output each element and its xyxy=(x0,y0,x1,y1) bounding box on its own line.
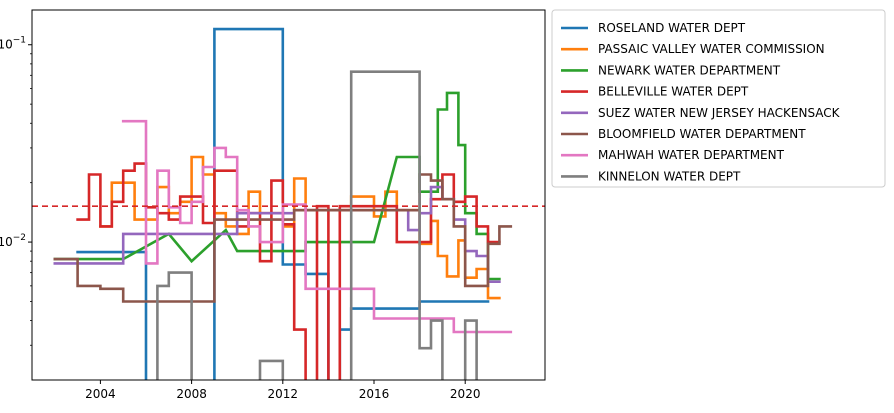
series-line-6 xyxy=(121,119,513,334)
y-tick-label: 10−2 xyxy=(0,233,26,249)
y-axis: 10−2 10−1 xyxy=(0,36,32,346)
legend-label-2: NEWARK WATER DEPARTMENT xyxy=(598,63,781,77)
legend-label-6: MAHWAH WATER DEPARTMENT xyxy=(598,148,785,162)
plot-frame xyxy=(31,9,546,381)
x-tick-label: 2004 xyxy=(85,387,116,401)
legend-label-7: KINNELON WATER DEPT xyxy=(598,169,741,183)
series-line-7 xyxy=(156,70,478,380)
series-layer xyxy=(53,27,513,380)
x-tick-label: 2020 xyxy=(450,387,481,401)
legend-label-5: BLOOMFIELD WATER DEPARTMENT xyxy=(598,127,806,141)
series-line-4 xyxy=(53,185,501,283)
plot-area xyxy=(32,10,545,380)
legend-frame xyxy=(551,9,886,188)
legend-label-1: PASSAIC VALLEY WATER COMMISSION xyxy=(598,42,825,56)
legend-label-4: SUEZ WATER NEW JERSEY HACKENSACK xyxy=(598,106,841,120)
x-tick-label: 2008 xyxy=(176,387,207,401)
legend-label-0: ROSELAND WATER DEPT xyxy=(598,21,746,35)
legend-label-3: BELLEVILLE WATER DEPT xyxy=(598,85,749,99)
legend: ROSELAND WATER DEPT PASSAIC VALLEY WATER … xyxy=(551,9,886,188)
y-tick-label: 10−1 xyxy=(0,36,26,52)
x-tick-label: 2016 xyxy=(359,387,390,401)
series-line-5 xyxy=(53,173,513,303)
x-tick-label: 2012 xyxy=(268,387,299,401)
x-axis: 2004 2008 2012 2016 2020 xyxy=(85,380,480,401)
